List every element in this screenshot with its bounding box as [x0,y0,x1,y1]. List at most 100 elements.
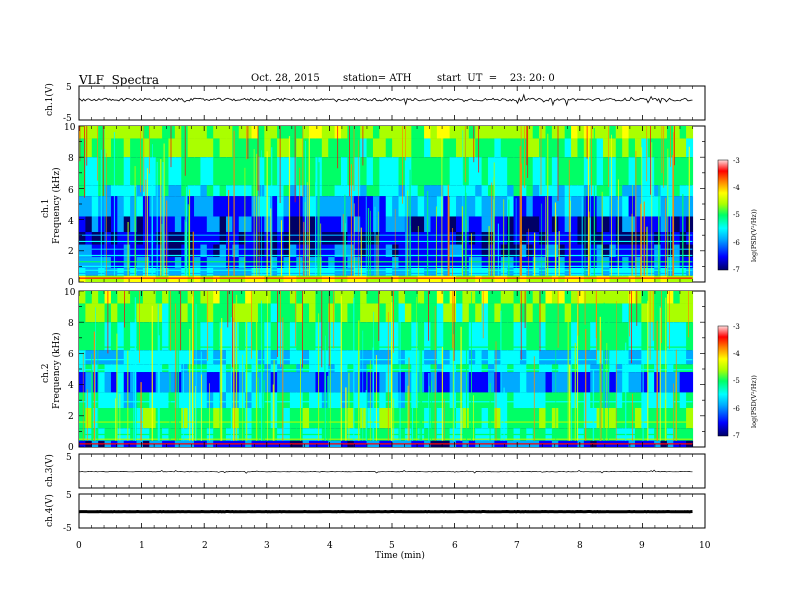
spec-cell [283,257,291,268]
spec-cell [571,303,579,323]
spec-cell [443,216,451,233]
spec-cell [660,322,668,351]
spec-cell [577,126,585,139]
spec-cell [526,303,534,323]
spec-cell [551,303,559,323]
spec-cell [334,267,342,276]
spec-cell [353,244,361,258]
spec-cell [558,291,566,304]
spec-cell [436,392,444,408]
spec-cell [79,392,86,408]
spec-cell [596,185,604,197]
spec-cell [245,275,253,282]
spec-cell [385,138,393,158]
spec-cell [571,157,579,186]
spec-cell [309,257,317,268]
spec-cell [660,303,668,323]
spec-cell [468,185,476,197]
spec-cell [443,157,451,186]
spec-cell [519,291,527,304]
ch1-waveform-ylabel: ch.1(V) [44,83,55,116]
xtick-9: 9 [639,541,645,551]
spec-cell [366,126,374,139]
spec-cell [634,216,642,233]
spec-cell [366,257,374,268]
spec-cell [673,267,681,276]
spec-cell [622,232,630,245]
spec-cell [174,216,182,233]
spec-cell [679,138,687,158]
ch1-ytick-top: 5 [66,83,72,93]
spec-cell [392,138,400,158]
spec-cell [532,185,540,197]
spec-cell [647,257,655,268]
spec-cell [79,138,86,158]
spec-cell [513,196,521,217]
spec-cell [334,138,342,158]
xtick-10: 10 [699,541,711,551]
spec-cell [117,157,125,186]
spec-cell [571,392,579,408]
spec-cell [200,364,208,373]
spec-cell [85,364,93,373]
spec-cell [417,291,425,304]
spec-cell [436,232,444,245]
spec-cell [309,408,317,429]
spec-cell [200,303,208,323]
spec-cell [257,126,265,139]
spec-cell [379,157,387,186]
spec-cell [571,364,579,373]
spec-cell [302,257,310,268]
spec-cell [475,244,483,258]
spec-cell [462,372,470,393]
spec-cell [430,244,438,258]
spec-cell [558,303,566,323]
spec-cell [219,244,227,258]
spec-cell [654,138,662,158]
spec-cell [283,157,291,186]
spec-cell [679,275,687,282]
spec-cell [666,291,674,304]
spec-cell [545,350,553,365]
spec-cell [328,322,336,351]
spec-cell [456,275,464,282]
spec-cell [251,275,259,282]
spec-cell [539,322,547,351]
spec-cell [347,291,355,304]
spec-cell [398,372,406,393]
spec-cell [136,257,144,268]
spec-cell [666,303,674,323]
spec-cell [500,303,508,323]
spec-cell [232,216,240,233]
spec-cell [162,392,170,408]
spec-cell [181,322,189,351]
spec-cell [526,364,534,373]
spec-cell [168,232,176,245]
cbar1-tick-m7: -7 [733,266,740,274]
spec-cell [277,372,285,393]
spec-cell [289,322,297,351]
spec-cell [289,138,297,158]
spec-cell [136,392,144,408]
spec-cell [615,185,623,197]
spec-cell [647,364,655,373]
cbar1-label: log(PSD(V²/Hz)) [750,209,758,262]
spec-cell [507,408,515,429]
spec-cell [487,303,495,323]
spec-cell [507,364,515,373]
spec-cell [251,126,259,139]
spec-cell [647,157,655,186]
spec-cell [302,364,310,373]
spec-cell [168,157,176,186]
spec-cell [686,322,694,351]
spec-cell [79,408,86,429]
spec-cell [206,408,214,429]
spec-cell [130,216,138,233]
spec-cell [590,216,598,233]
spec-cell [277,185,285,197]
spec-cell [430,364,438,373]
spec-cell [98,291,106,304]
spec-cell [558,364,566,373]
spec-cell [366,138,374,158]
spec-cell [596,275,604,282]
